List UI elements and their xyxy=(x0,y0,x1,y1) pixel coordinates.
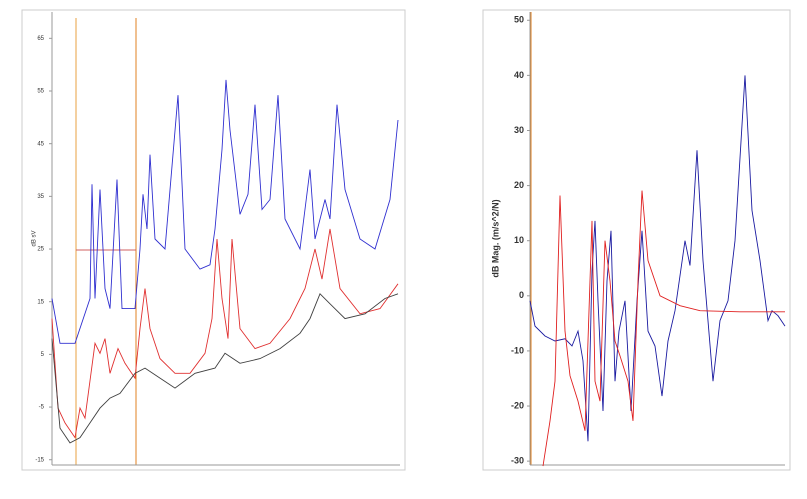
y-tick-label: 30 xyxy=(514,125,524,135)
y-tick-label: 50 xyxy=(514,15,524,25)
series-line xyxy=(51,79,399,344)
y-tick-label: 0 xyxy=(519,290,524,300)
right-panel xyxy=(482,9,791,471)
series-line xyxy=(51,293,399,444)
y-tick-label: 10 xyxy=(514,235,524,245)
y-tick-label: 45 xyxy=(37,141,44,147)
y-tick-label: 5 xyxy=(41,352,45,358)
series-line xyxy=(529,75,786,442)
y-tick-label: 55 xyxy=(37,89,44,95)
y-tick-label: -15 xyxy=(35,457,44,463)
y-tick-label: -10 xyxy=(511,345,524,355)
left-panel xyxy=(21,9,406,471)
y-tick-label: -20 xyxy=(511,400,524,410)
series-line xyxy=(542,190,785,467)
y-tick-label: 20 xyxy=(514,180,524,190)
series-line xyxy=(51,228,399,439)
y-tick-label: 40 xyxy=(514,70,524,80)
y-tick-label: 65 xyxy=(37,36,44,42)
y-tick-label: 15 xyxy=(37,299,44,305)
y-tick-label: 35 xyxy=(37,194,44,200)
y-tick-label: -30 xyxy=(511,456,524,466)
y-axis-label: dB Mag. (m/s^2/N) xyxy=(490,199,500,277)
y-tick-label: -5 xyxy=(39,405,45,411)
y-tick-label: 25 xyxy=(37,247,44,253)
y-axis-label: dB sV xyxy=(32,230,38,246)
